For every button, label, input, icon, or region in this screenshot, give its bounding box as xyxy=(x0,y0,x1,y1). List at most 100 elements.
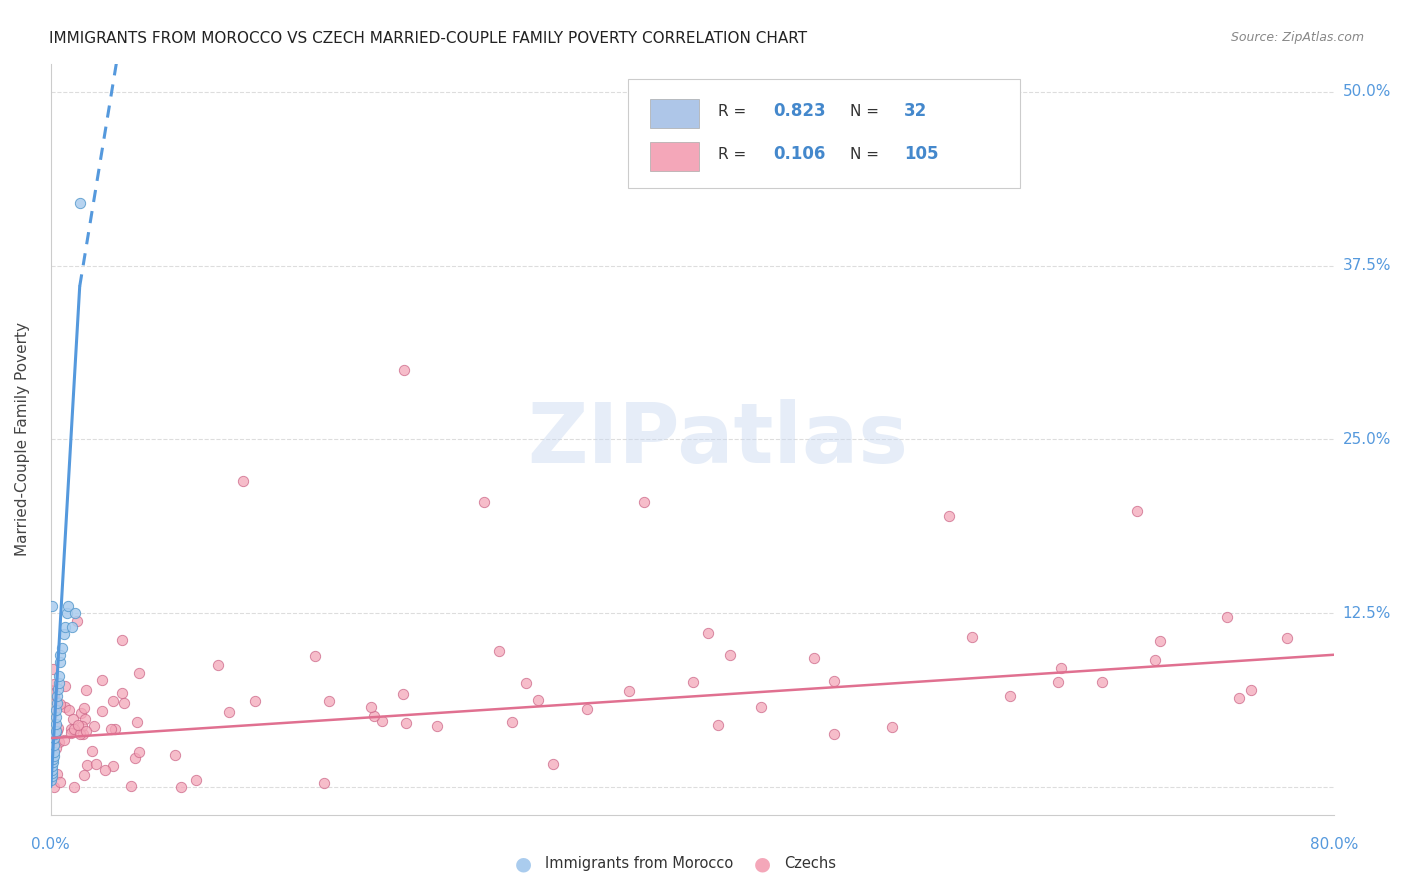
Point xyxy=(371,714,394,728)
Text: Czechs: Czechs xyxy=(785,856,837,871)
Point xyxy=(960,630,983,644)
Point xyxy=(1050,661,1073,675)
Point xyxy=(526,693,548,707)
Point xyxy=(1227,691,1250,706)
Point xyxy=(617,684,640,698)
Point xyxy=(111,686,134,700)
Point xyxy=(44,731,66,745)
Point xyxy=(45,766,67,780)
Point xyxy=(312,776,335,790)
Point xyxy=(56,606,79,620)
Point xyxy=(53,700,76,714)
Point xyxy=(392,687,415,701)
Point xyxy=(42,738,65,752)
Point xyxy=(426,718,449,732)
Point xyxy=(75,683,97,698)
Point xyxy=(998,689,1021,703)
Point xyxy=(718,648,741,662)
Point xyxy=(41,763,63,777)
Point xyxy=(318,693,340,707)
Point xyxy=(488,644,510,658)
Point xyxy=(100,723,122,737)
Point xyxy=(42,677,65,691)
Point xyxy=(49,648,72,662)
Point xyxy=(1047,675,1070,690)
Point xyxy=(84,757,107,772)
Point xyxy=(41,765,63,780)
Point xyxy=(83,718,105,732)
Point xyxy=(60,723,83,737)
Point xyxy=(42,745,65,759)
Point xyxy=(67,718,90,732)
Point xyxy=(80,744,103,758)
Point xyxy=(53,733,76,747)
Point xyxy=(1149,634,1171,648)
FancyBboxPatch shape xyxy=(650,142,699,170)
Point xyxy=(42,752,65,766)
Point xyxy=(576,702,599,716)
Point xyxy=(127,715,149,730)
Point xyxy=(69,196,91,211)
Text: Immigrants from Morocco: Immigrants from Morocco xyxy=(546,856,733,871)
Point xyxy=(76,757,98,772)
Text: ●: ● xyxy=(515,855,533,873)
Point xyxy=(53,679,76,693)
Point xyxy=(48,668,70,682)
Point xyxy=(543,756,565,771)
Point xyxy=(73,768,96,782)
Point xyxy=(72,719,94,733)
Point xyxy=(39,772,62,787)
Text: 12.5%: 12.5% xyxy=(1343,606,1391,621)
Point xyxy=(515,676,537,690)
Point xyxy=(218,705,240,719)
Point xyxy=(41,769,63,783)
Point xyxy=(59,726,82,740)
Point xyxy=(44,727,66,741)
Point xyxy=(682,675,704,690)
Point xyxy=(803,650,825,665)
Point xyxy=(42,662,65,676)
Point xyxy=(45,717,67,731)
Point xyxy=(75,723,97,738)
Point xyxy=(63,722,86,736)
Point xyxy=(101,693,124,707)
Point xyxy=(938,508,960,523)
Point xyxy=(46,697,69,711)
Point xyxy=(749,699,772,714)
Point xyxy=(94,763,117,777)
Text: N =: N = xyxy=(851,146,884,161)
Point xyxy=(304,649,326,664)
Point xyxy=(58,599,80,613)
Point xyxy=(41,599,63,613)
FancyBboxPatch shape xyxy=(650,99,699,128)
Text: N =: N = xyxy=(851,103,884,119)
Text: 0.0%: 0.0% xyxy=(31,837,70,852)
Text: ●: ● xyxy=(754,855,772,873)
Point xyxy=(1091,674,1114,689)
Point xyxy=(501,715,523,730)
Text: R =: R = xyxy=(718,146,751,161)
Point xyxy=(66,614,89,628)
Point xyxy=(45,724,67,739)
Point xyxy=(58,703,80,717)
Point xyxy=(72,726,94,740)
Point xyxy=(63,606,86,620)
Point xyxy=(48,697,70,711)
Point xyxy=(46,690,69,704)
Point xyxy=(62,712,84,726)
FancyBboxPatch shape xyxy=(628,79,1019,188)
Point xyxy=(73,701,96,715)
Point xyxy=(124,751,146,765)
Point xyxy=(111,633,134,648)
Point xyxy=(41,707,63,722)
Point xyxy=(42,690,65,705)
Point xyxy=(392,363,415,377)
Text: 0.106: 0.106 xyxy=(773,145,825,163)
Point xyxy=(51,640,73,655)
Point xyxy=(49,655,72,669)
Text: 32: 32 xyxy=(904,103,928,120)
Point xyxy=(45,710,67,724)
Point xyxy=(1275,632,1298,646)
Point xyxy=(163,747,186,762)
Point xyxy=(186,773,208,788)
